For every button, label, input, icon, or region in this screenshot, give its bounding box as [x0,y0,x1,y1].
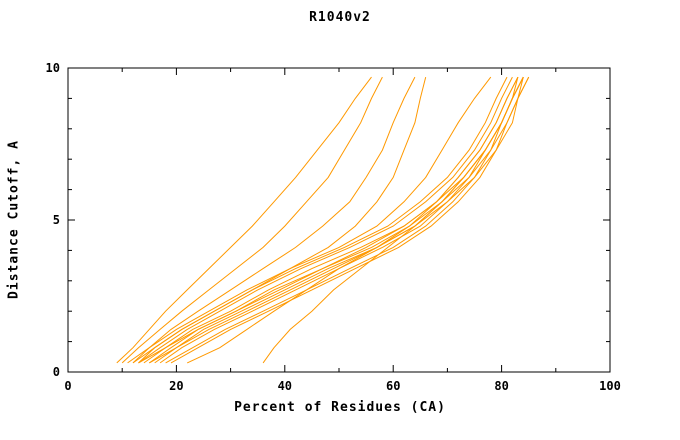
chart-title: R1040v2 [309,10,371,25]
series-line-model-12 [165,76,530,364]
series-line-model-15 [138,76,519,364]
series-line-model-16 [186,76,524,364]
series-line-model-13 [170,76,530,364]
series-line-model-11 [159,76,524,364]
series-line-model-05 [127,76,492,364]
y-axis-label: Distance Cutoff, A [6,140,22,299]
plot-border [67,67,611,373]
series-line-model-03 [132,76,416,364]
series-line-model-17 [262,76,524,364]
series-line-model-10 [154,76,524,364]
x-axis-label: Percent of Residues (CA) [234,400,446,415]
series-line-model-04 [138,76,427,364]
x-tick-label: 100 [599,379,621,393]
x-tick-label: 20 [169,379,183,393]
x-tick-label: 40 [278,379,292,393]
series-line-model-01 [116,76,372,364]
series-line-model-07 [138,76,513,364]
series-line-model-14 [149,76,524,364]
series-line-model-06 [132,76,508,364]
series-line-model-02 [121,76,383,364]
x-tick-label: 0 [64,379,71,393]
y-tick-label: 0 [53,365,60,379]
y-tick-label: 10 [46,61,60,75]
series-line-model-08 [143,76,519,364]
x-tick-label: 60 [386,379,400,393]
y-tick-label: 5 [53,213,60,227]
x-tick-label: 80 [494,379,508,393]
